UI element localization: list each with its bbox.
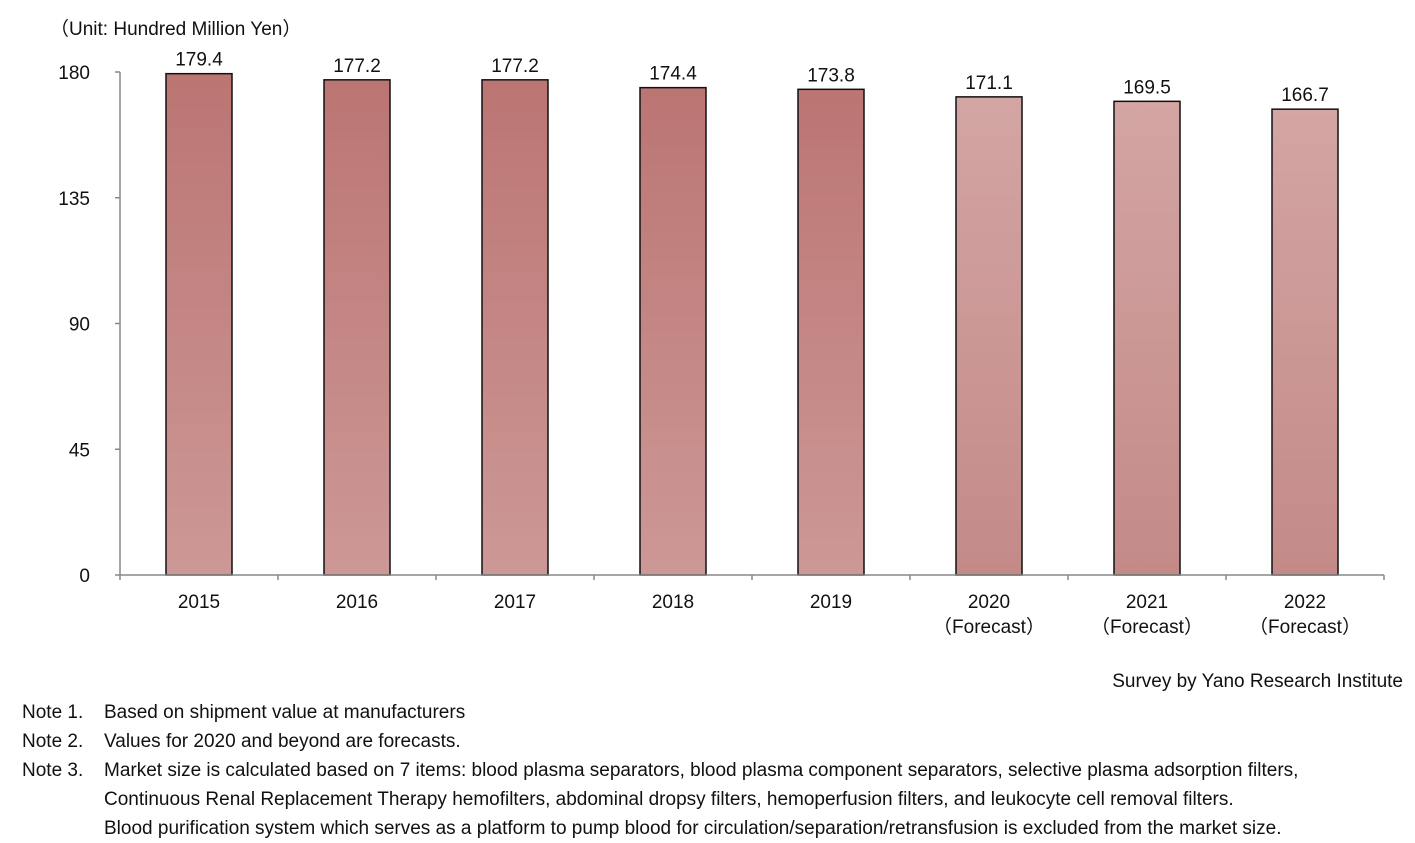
- bar-value-label: 173.8: [807, 65, 855, 86]
- source-credit: Survey by Yano Research Institute: [1112, 671, 1403, 692]
- x-axis: 2015 2016 2017 2018 2019 2020 （Forecast） 2021 （F…: [119, 574, 1385, 638]
- x-tick-label: 2022: [1284, 592, 1326, 613]
- bar-value-label: 179.4: [175, 50, 223, 71]
- bar-value-label: 166.7: [1281, 85, 1329, 106]
- bar-2019: [797, 88, 865, 576]
- bar-value-label: 174.4: [649, 64, 697, 85]
- x-tick-label: 2015: [178, 592, 220, 613]
- note-label: Note 2.: [22, 731, 84, 752]
- note-text: Values for 2020 and beyond are forecasts…: [104, 731, 461, 752]
- bars: 179.4 177.2 177.2 174.4 173.8 171.1 169.5 166.7: [165, 50, 1339, 576]
- bar-2021: [1113, 100, 1181, 576]
- market-size-bar-chart: 0 45 90 135 180 179.4 177.2 177.2 174.4 173.8 171…: [58, 50, 1385, 638]
- x-tick-label: （Forecast）: [1091, 616, 1203, 638]
- bar-2022: [1271, 108, 1339, 576]
- note-row: Note 1. Based on shipment value at manufa…: [22, 698, 1298, 727]
- bar-2015: [165, 72, 233, 576]
- y-tick-label: 90: [69, 315, 90, 336]
- y-tick-label: 135: [58, 189, 90, 210]
- note-text-continued: Continuous Renal Replacement Therapy hem…: [104, 789, 1234, 810]
- bar-value-label: 169.5: [1123, 77, 1171, 98]
- x-tick-label: （Forecast）: [933, 616, 1045, 638]
- x-tick-label: 2017: [494, 592, 536, 613]
- note-text-continued: Blood purification system which serves a…: [104, 818, 1282, 839]
- x-tick-label: 2020: [968, 592, 1010, 613]
- note-row: Note 3. Market size is calculated based o…: [22, 756, 1298, 785]
- y-axis: 0 45 90 135 180: [58, 63, 121, 587]
- bar-2016: [323, 79, 391, 576]
- note-label: Note 1.: [22, 702, 84, 723]
- note-text: Market size is calculated based on 7 ite…: [104, 760, 1299, 781]
- bar-2017: [481, 79, 549, 576]
- note-text: Based on shipment value at manufacturers: [104, 702, 466, 723]
- bar-2018: [639, 86, 707, 576]
- y-tick-label: 0: [79, 566, 90, 587]
- bar-2020: [955, 96, 1023, 576]
- x-tick-label: 2016: [336, 592, 378, 613]
- bar-value-label: 171.1: [965, 73, 1013, 94]
- y-tick-label: 45: [69, 440, 90, 461]
- note-label: Note 3.: [22, 760, 84, 781]
- bar-value-label: 177.2: [491, 56, 539, 77]
- notes-section: Note 1. Based on shipment value at manufa…: [22, 698, 1298, 843]
- x-tick-label: 2019: [810, 592, 852, 613]
- note-row: Note 2. Values for 2020 and beyond are fo…: [22, 727, 1298, 756]
- bar-value-label: 177.2: [333, 56, 381, 77]
- unit-label: （Unit: Hundred Million Yen）: [50, 19, 302, 40]
- y-tick-label: 180: [58, 63, 90, 84]
- x-tick-label: 2018: [652, 592, 694, 613]
- x-tick-label: （Forecast）: [1249, 616, 1361, 638]
- x-tick-label: 2021: [1126, 592, 1168, 613]
